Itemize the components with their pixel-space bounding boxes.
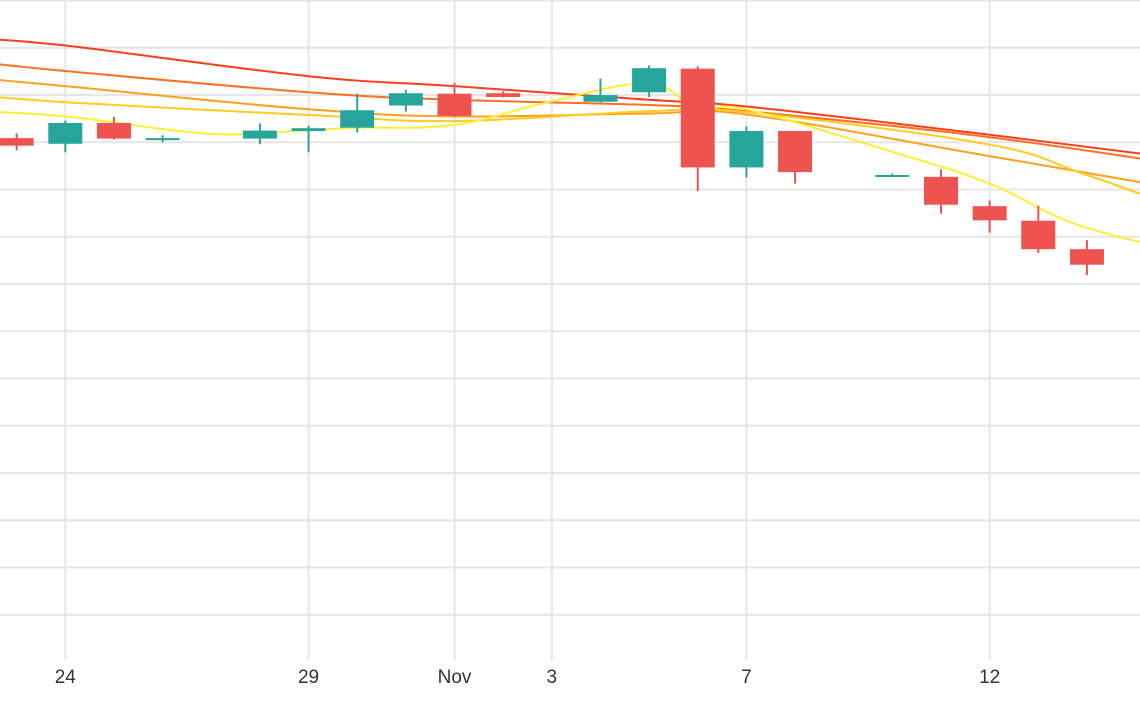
x-tick-label: 29	[298, 667, 319, 688]
x-axis: 2429Nov371217	[55, 667, 1000, 688]
moving-average-line-3	[0, 79, 1140, 184]
candle-body	[291, 128, 326, 132]
candle	[437, 82, 472, 117]
candles	[0, 65, 1104, 276]
candle-body	[48, 123, 83, 144]
candle-body	[972, 206, 1007, 221]
candle	[388, 89, 423, 112]
candle-body	[145, 138, 180, 141]
moving-average-line-2	[0, 63, 1140, 160]
x-tick-label: 12	[979, 667, 1000, 688]
candle	[778, 131, 813, 184]
candle-body	[437, 93, 472, 116]
moving-average-line-5	[0, 82, 1140, 244]
candle	[291, 125, 326, 153]
moving-average-line-1	[0, 38, 1140, 155]
candle-body	[388, 93, 423, 106]
moving-average-line-4	[0, 96, 1140, 195]
candle-body	[680, 68, 715, 168]
candle-body	[778, 131, 813, 173]
candle-body	[875, 174, 910, 177]
candle-body	[583, 95, 618, 102]
candle	[1069, 240, 1104, 276]
candle-body	[1069, 249, 1104, 265]
x-tick-label: 3	[547, 667, 558, 688]
x-tick-label: Nov	[438, 667, 472, 688]
candle	[680, 66, 715, 192]
candle	[632, 65, 667, 98]
candle-body	[96, 123, 131, 139]
candle-body	[729, 131, 764, 168]
candle	[96, 116, 131, 140]
candle	[875, 173, 910, 177]
candle	[145, 135, 180, 143]
candle	[242, 123, 277, 145]
candle-body	[340, 110, 375, 128]
grid-lines	[0, 0, 1140, 660]
moving-average-lines	[0, 38, 1140, 244]
candle-body	[632, 68, 667, 93]
candle-body	[0, 138, 34, 146]
x-tick-label: 24	[55, 667, 77, 688]
candle-body	[1021, 220, 1056, 250]
candle	[0, 133, 34, 151]
candle	[972, 200, 1007, 233]
candle	[924, 169, 958, 214]
candle-body	[242, 130, 277, 139]
candle	[1021, 205, 1056, 253]
candle-body	[924, 176, 958, 205]
candle	[48, 120, 83, 153]
candle	[583, 78, 618, 103]
x-tick-label: 7	[741, 667, 752, 688]
candle-body	[486, 93, 521, 98]
candle	[486, 91, 521, 98]
candle	[729, 126, 764, 178]
candle	[340, 93, 375, 133]
